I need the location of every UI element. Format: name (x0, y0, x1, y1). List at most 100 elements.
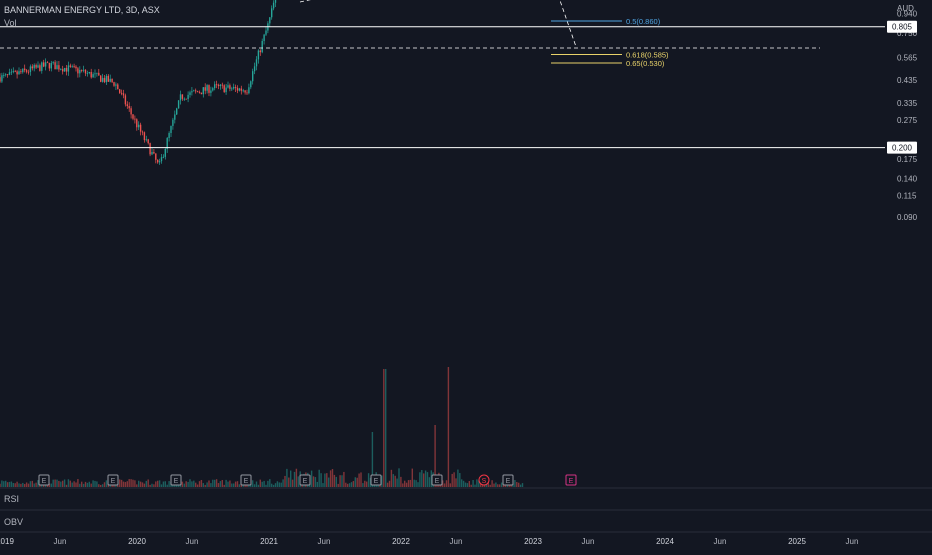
candle-body (82, 69, 85, 71)
candle-body (223, 85, 225, 93)
volume-bar (257, 484, 260, 487)
volume-bar (145, 480, 147, 487)
volume-bar (1, 480, 3, 487)
time-tick-label: Jun (450, 537, 463, 546)
volume-bars (0, 367, 524, 487)
candle-body (229, 85, 231, 89)
volume-bar (58, 480, 60, 487)
candle-body (8, 72, 11, 75)
volume-bar (103, 482, 106, 487)
candle-body (204, 87, 206, 91)
candle-body (113, 82, 115, 86)
candle-body (212, 88, 214, 91)
volume-bar (352, 481, 355, 487)
volume-bar (227, 481, 229, 487)
volume-bar (464, 482, 467, 487)
candle-body (189, 92, 191, 95)
candle-body (196, 91, 199, 93)
volume-bar (284, 475, 286, 487)
volume-bar (96, 481, 98, 487)
volume-bar (16, 481, 18, 487)
volume-bar (124, 482, 127, 487)
candle-body (238, 88, 241, 91)
candle-body (170, 125, 172, 134)
earnings-marker (299, 474, 311, 486)
volume-bar (250, 483, 252, 487)
candle-body (227, 85, 229, 88)
candle-body (63, 67, 66, 72)
volume-bar (521, 483, 524, 487)
volume-bar (404, 480, 406, 487)
volume-bar (81, 481, 83, 487)
candle-body (265, 30, 267, 35)
volume-bar (98, 484, 100, 487)
volume-bar (48, 483, 51, 487)
volume-bar (468, 481, 470, 487)
volume-bar (280, 482, 282, 487)
volume-bar (339, 475, 341, 487)
volume-bar (139, 481, 142, 487)
volume-bar (181, 481, 184, 487)
volume-bar (54, 479, 56, 487)
candle-body (185, 98, 187, 100)
earnings-marker (431, 474, 443, 486)
volume-bar (295, 468, 298, 487)
candle-body (210, 90, 212, 93)
price-tick-label: 0.090 (897, 213, 918, 222)
candle-body (155, 153, 157, 160)
volume-bar (476, 479, 478, 487)
volume-bar (371, 432, 374, 487)
volume-bar (265, 484, 267, 487)
candle-body (198, 92, 201, 93)
volume-bar (413, 479, 415, 487)
candle-body (141, 131, 144, 133)
volume-bar (356, 477, 358, 487)
symbol-title: BANNERMAN ENERGY LTD, 3D, ASX (4, 5, 160, 15)
volume-bar (426, 472, 429, 487)
volume-bar (343, 471, 345, 487)
drawings: 0.5(0.860) 0.618(0.585)0.65(0.530) (0, 0, 885, 149)
fib-level-label: 0.65(0.530) (626, 59, 665, 68)
volume-bar (297, 476, 299, 487)
time-tick-label: 2023 (524, 537, 542, 546)
projection-line (559, 0, 577, 47)
level-badge (887, 20, 917, 33)
volume-bar (69, 480, 71, 487)
candle-body (96, 72, 98, 74)
time-tick-label: 2019 (0, 537, 14, 546)
fib-level-label: 0.5(0.860) (626, 17, 661, 26)
volume-bar (499, 484, 501, 487)
candle-body (208, 85, 210, 93)
candle-body (18, 71, 20, 75)
price-tick-label: 0.115 (897, 192, 917, 201)
candle-body (98, 72, 100, 76)
volume-bar (409, 479, 412, 487)
candle-body (253, 66, 256, 72)
volume-bar (128, 479, 130, 487)
volume-bar (168, 481, 170, 487)
volume-bar (421, 470, 423, 487)
volume-bar (392, 474, 394, 487)
volume-bar (347, 483, 349, 487)
candle-body (100, 75, 102, 82)
volume-bar (50, 483, 52, 487)
volume-bar (132, 479, 134, 487)
candle-body (62, 69, 64, 72)
candle-body (3, 75, 5, 76)
candle-body (248, 87, 250, 94)
candle-body (39, 65, 41, 71)
volume-bar (12, 482, 14, 487)
candle-body (71, 66, 73, 68)
volume-bar (329, 470, 332, 487)
volume-bar (206, 482, 208, 487)
candle-body (58, 65, 60, 70)
candle-body (158, 161, 161, 163)
candle-body (244, 90, 246, 93)
price-tick-label: 0.140 (897, 175, 918, 184)
volume-bar (29, 481, 32, 487)
volume-bar (472, 479, 474, 487)
volume-bar (67, 479, 70, 487)
volume-label: Vol (4, 18, 17, 28)
